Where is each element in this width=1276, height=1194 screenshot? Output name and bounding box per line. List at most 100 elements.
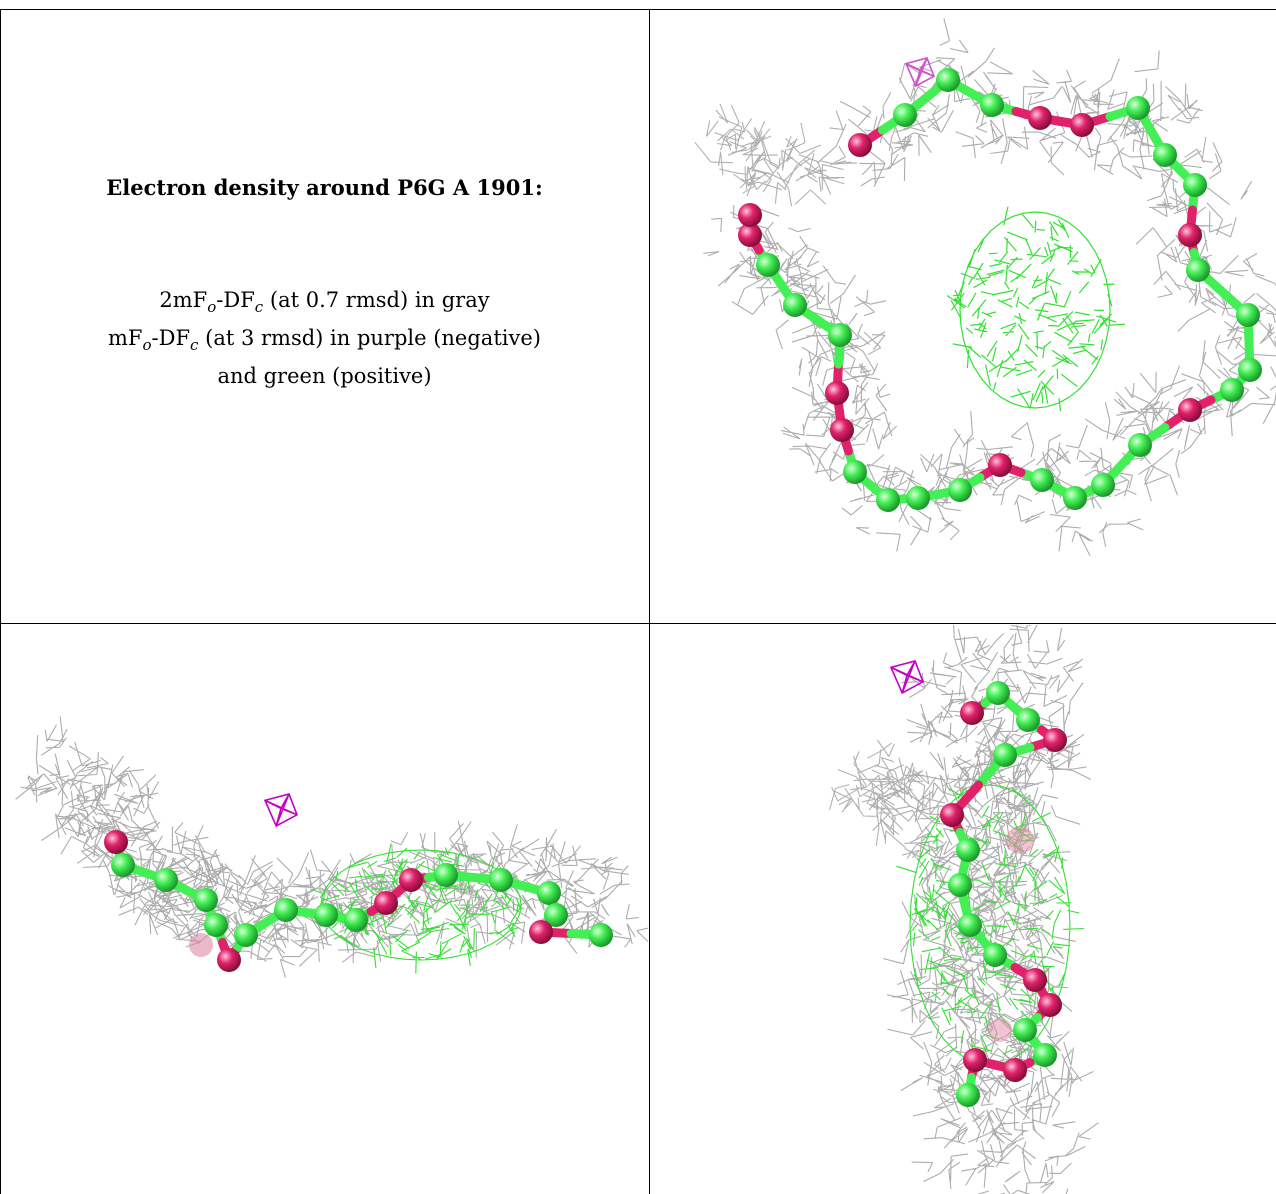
caption-text: -DF — [151, 326, 191, 351]
density-render-ring — [694, 18, 1276, 557]
density-view-vertical — [650, 625, 1276, 1194]
oxygen-atom — [825, 381, 849, 405]
oxygen-atom — [988, 453, 1012, 477]
oxygen-atom — [963, 1048, 987, 1072]
carbon-atom — [756, 253, 780, 277]
mesh-fofc-positive — [896, 782, 1084, 1066]
carbon-atom — [956, 1083, 980, 1107]
carbon-atom — [1220, 378, 1244, 402]
oxygen-atom — [1003, 1058, 1027, 1082]
carbon-atom — [993, 743, 1017, 767]
carbon-atom — [194, 888, 218, 912]
caption-line-2fofc: 2mFo-DFc (at 0.7 rmsd) in gray — [1, 285, 648, 323]
carbon-atom — [906, 486, 930, 510]
mesh-2fofc-tail — [694, 103, 858, 207]
oxygen-atom — [1038, 993, 1062, 1017]
carbon-atom — [828, 323, 852, 347]
mesh-fofc-negative-lines — [904, 57, 935, 88]
frame-top — [0, 9, 1276, 10]
oxygen-atom — [848, 133, 872, 157]
carbon-atom — [111, 853, 135, 877]
p6g-vertical-model — [940, 681, 1067, 1107]
carbon-atom — [986, 681, 1010, 705]
carbon-atom — [956, 838, 980, 862]
carbon-atom — [344, 908, 368, 932]
oxygen-atom — [940, 803, 964, 827]
carbon-atom — [1236, 303, 1260, 327]
oxygen-atom — [1178, 223, 1202, 247]
carbon-atom — [783, 293, 807, 317]
caption-title: Electron density around P6G A 1901: — [106, 175, 543, 200]
density-view-ring — [650, 10, 1276, 623]
carbon-atom — [314, 903, 338, 927]
caption-text: (at 0.7 rmsd) in gray — [263, 288, 490, 312]
oxygen-atom — [1023, 968, 1047, 992]
oxygen-atom — [104, 830, 128, 854]
caption-subscript: c — [254, 298, 264, 317]
carbon-atom — [1030, 468, 1054, 492]
caption-text: 2mF — [159, 288, 208, 312]
caption-text: (at 3 rmsd) in purple (negative) — [198, 326, 541, 351]
caption-line-colors: and green (positive) — [217, 364, 432, 389]
caption-text: mF — [108, 326, 143, 351]
mesh-fofc-negative — [889, 660, 924, 695]
p6g-side-model — [104, 830, 613, 972]
caption-subscript: o — [142, 336, 152, 355]
carbon-atom — [1186, 258, 1210, 282]
carbon-atom — [980, 93, 1004, 117]
carbon-atom — [948, 873, 972, 897]
carbon-atom — [274, 898, 298, 922]
carbon-atom — [1126, 96, 1150, 120]
mesh-fofc-negative — [263, 793, 298, 828]
carbon-atom — [1153, 143, 1177, 167]
p6g-ring-model — [738, 68, 1262, 512]
density-view-side — [1, 625, 648, 1194]
mesh-2fofc-left — [829, 739, 946, 849]
carbon-atom — [936, 68, 960, 92]
mesh-2fofc-left-lines — [829, 739, 946, 849]
carbon-atom — [1128, 433, 1152, 457]
carbon-atom — [544, 903, 568, 927]
oxygen-atom — [738, 223, 762, 247]
carbon-atom — [1013, 1018, 1037, 1042]
mesh-fofc-negative — [904, 57, 935, 88]
oxygen-atom — [738, 203, 762, 227]
carbon-atom — [234, 923, 258, 947]
oxygen-atom — [1070, 113, 1094, 137]
carbon-atom — [589, 923, 613, 947]
caption-cell: Electron density around P6G A 1901: 2mFo… — [1, 10, 648, 623]
frame-middle-vertical — [649, 9, 650, 1194]
caption-subscript: c — [190, 336, 199, 355]
oxygen-atom — [1028, 106, 1052, 130]
oxygen-atom-back — [1006, 826, 1034, 854]
mesh-fofc-positive-lines — [946, 206, 1126, 412]
carbon-atom — [489, 868, 513, 892]
carbon-atom — [983, 943, 1007, 967]
mesh-fofc-negative-lines — [889, 660, 924, 695]
mesh-fofc-negative-lines — [263, 793, 298, 828]
carbon-atom — [893, 103, 917, 127]
mesh-fofc-positive-lines — [896, 782, 1084, 1066]
oxygen-atom — [399, 868, 423, 892]
mesh-2fofc-tail-lines — [694, 103, 858, 207]
oxygen-atom — [960, 701, 984, 725]
carbon-atom — [1033, 1043, 1057, 1067]
caption-body: 2mFo-DFc (at 0.7 rmsd) in gray mFo-DFc (… — [1, 285, 648, 392]
oxygen-atom-back — [189, 933, 213, 957]
carbon-atom — [1091, 473, 1115, 497]
carbon-atom — [1238, 358, 1262, 382]
carbon-atom — [948, 478, 972, 502]
oxygen-atom-back — [988, 1018, 1012, 1042]
frame-middle-horizontal — [0, 623, 1276, 624]
carbon-atom — [958, 913, 982, 937]
caption-subscript: o — [207, 298, 217, 317]
carbon-atom — [204, 913, 228, 937]
oxygen-atom — [374, 891, 398, 915]
carbon-atom — [1063, 486, 1087, 510]
carbon-atom — [876, 488, 900, 512]
carbon-atom — [154, 868, 178, 892]
frame-left — [0, 9, 1, 1194]
carbon-atom — [1016, 708, 1040, 732]
carbon-atom — [843, 460, 867, 484]
